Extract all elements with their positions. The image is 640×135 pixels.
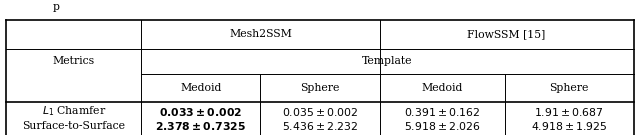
Text: Surface-to-Surface: Surface-to-Surface bbox=[22, 121, 125, 131]
Text: Metrics: Metrics bbox=[52, 56, 95, 66]
Text: $4.918 \pm 1.925$: $4.918 \pm 1.925$ bbox=[531, 120, 607, 132]
Text: $\mathbf{0.033 \pm 0.002}$: $\mathbf{0.033 \pm 0.002}$ bbox=[159, 106, 243, 118]
Text: $0.035 \pm 0.002$: $0.035 \pm 0.002$ bbox=[282, 106, 358, 118]
Text: Mesh2SSM: Mesh2SSM bbox=[229, 29, 292, 39]
Text: $0.391 \pm 0.162$: $0.391 \pm 0.162$ bbox=[404, 106, 481, 118]
Text: Sphere: Sphere bbox=[300, 83, 340, 93]
Text: p: p bbox=[53, 2, 60, 12]
Text: Sphere: Sphere bbox=[550, 83, 589, 93]
Text: Medoid: Medoid bbox=[422, 83, 463, 93]
Text: $1.91 \pm 0.687$: $1.91 \pm 0.687$ bbox=[534, 106, 604, 118]
Text: Template: Template bbox=[362, 56, 413, 66]
Text: FlowSSM [15]: FlowSSM [15] bbox=[467, 29, 546, 39]
Text: $5.436 \pm 2.232$: $5.436 \pm 2.232$ bbox=[282, 120, 358, 132]
Text: $L_1$ Chamfer: $L_1$ Chamfer bbox=[42, 105, 106, 118]
Text: $\mathbf{2.378 \pm 0.7325}$: $\mathbf{2.378 \pm 0.7325}$ bbox=[156, 120, 246, 132]
Text: Medoid: Medoid bbox=[180, 83, 221, 93]
Text: $5.918 \pm 2.026$: $5.918 \pm 2.026$ bbox=[404, 120, 481, 132]
